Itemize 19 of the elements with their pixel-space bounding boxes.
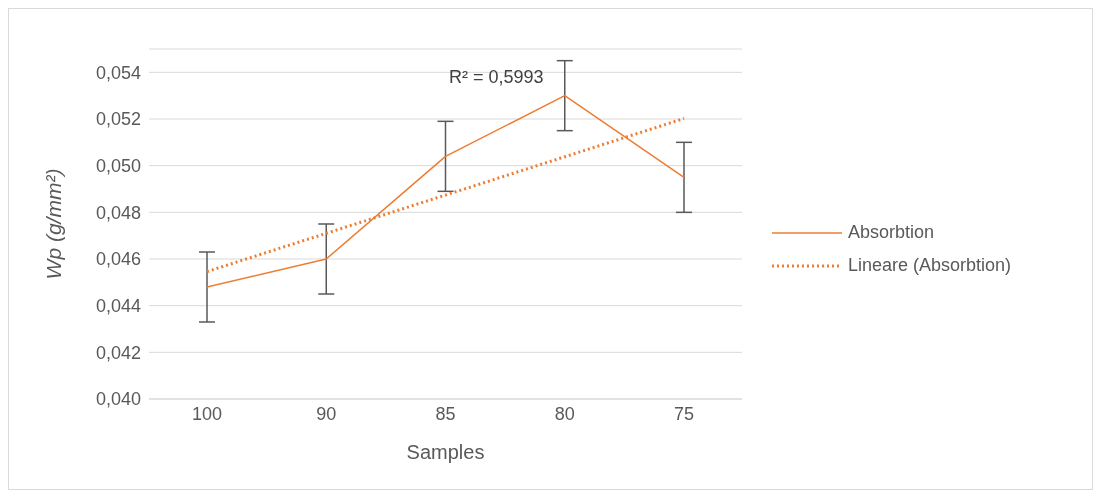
x-tick-label: 75 <box>673 403 695 424</box>
legend-label: Lineare (Absorbtion) <box>848 255 1012 276</box>
x-tick-label: 85 <box>435 403 456 424</box>
y-tick-label: 0,054 <box>95 62 141 83</box>
y-tick-label: 0,048 <box>95 202 141 223</box>
y-tick-label: 0,044 <box>95 296 141 317</box>
x-tick-label: 80 <box>554 403 575 424</box>
y-axis-title: Wp (g/mm²) <box>42 168 65 280</box>
y-tick-label: 0,052 <box>95 109 141 130</box>
y-tick-label: 0,046 <box>95 249 141 270</box>
x-tick-label: 100 <box>191 403 223 424</box>
annotation: R² = 0,5993 <box>449 67 544 88</box>
y-tick-label: 0,050 <box>95 156 141 177</box>
x-axis-title: Samples <box>406 441 485 463</box>
line-series <box>206 94 685 288</box>
x-tick-label: 90 <box>316 403 337 424</box>
legend-label: Absorbtion <box>848 222 935 243</box>
y-tick-label: 0,040 <box>95 389 141 410</box>
y-tick-label: 0,042 <box>95 342 141 363</box>
